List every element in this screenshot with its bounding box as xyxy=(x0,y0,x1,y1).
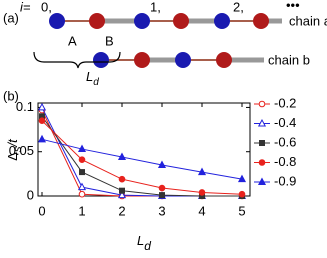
series-line xyxy=(41,115,242,197)
legend-marker xyxy=(257,177,267,185)
y-tick-label: 0 xyxy=(27,187,34,202)
data-point xyxy=(159,192,165,199)
data-point xyxy=(38,117,46,125)
brace xyxy=(33,51,121,69)
series-line xyxy=(41,107,242,197)
x-axis-label: Ld xyxy=(137,233,151,253)
data-point xyxy=(117,190,127,199)
series-line xyxy=(41,120,243,195)
chain-label: chain a xyxy=(289,13,327,28)
x-tick-label: 2 xyxy=(118,203,125,218)
y-tick-label: 0.05 xyxy=(9,143,34,158)
cell-index: 2, xyxy=(233,0,244,14)
data-point xyxy=(37,102,47,111)
site-a xyxy=(175,52,191,68)
site-a xyxy=(214,13,230,29)
index-label: i= xyxy=(20,0,31,14)
data-point xyxy=(117,152,127,161)
data-point xyxy=(79,169,85,176)
x-tick-label: 1 xyxy=(78,203,85,218)
x-tick-label: 3 xyxy=(158,203,165,218)
data-point xyxy=(238,190,246,198)
site-label: B xyxy=(105,33,114,48)
data-point xyxy=(78,190,86,198)
chain-label: chain b xyxy=(268,52,310,67)
legend-label: -0.9 xyxy=(274,173,296,188)
chart: (b) Ld Δs/t 0 1 2 3 4 5 0 0.05 0.1 -0.2 -0.4 -0.6 -0… xyxy=(3,88,296,253)
ellipsis: ••• xyxy=(286,0,300,12)
data-point xyxy=(197,167,207,176)
data-point xyxy=(37,134,47,143)
data-point xyxy=(77,144,87,153)
site-b xyxy=(89,13,105,29)
x-tick-label: 0 xyxy=(38,203,45,218)
cell-index: 1, xyxy=(150,0,161,14)
panel-label: (a) xyxy=(3,10,19,25)
data-point xyxy=(118,175,126,183)
legend-marker xyxy=(259,140,265,146)
legend-label: -0.4 xyxy=(274,115,296,130)
plot-frame xyxy=(37,102,251,197)
x-tick-label: 4 xyxy=(198,203,205,218)
panel-label: (b) xyxy=(3,88,19,103)
data-point xyxy=(158,184,166,192)
length-label: Ld xyxy=(86,69,99,87)
site-a xyxy=(134,13,150,29)
y-tick-label: 0.1 xyxy=(16,99,34,114)
data-point xyxy=(198,189,206,196)
series-line xyxy=(41,138,243,180)
site-b xyxy=(134,52,150,68)
site-b xyxy=(173,13,189,29)
legend-label: -0.6 xyxy=(274,134,296,149)
legend-marker xyxy=(258,159,266,166)
site-a xyxy=(49,13,65,29)
diagram: (a) i= 0, 1, 2, ••• chain a A B chain b xyxy=(3,0,327,88)
data-point xyxy=(78,156,86,163)
data-point xyxy=(77,182,87,191)
x-tick-label: 5 xyxy=(238,203,245,218)
site-a xyxy=(93,52,109,68)
y-axis-label: Δs/t xyxy=(5,138,23,161)
data-point xyxy=(157,160,167,168)
legend-marker xyxy=(257,118,267,127)
data-point xyxy=(119,187,125,194)
legend-label: -0.2 xyxy=(274,95,296,110)
data-point xyxy=(237,174,247,183)
site-label: A xyxy=(68,33,77,48)
site-b xyxy=(216,52,232,68)
site-b xyxy=(253,13,269,29)
legend-marker xyxy=(258,100,266,108)
cell-index: 0, xyxy=(41,0,52,14)
legend-label: -0.8 xyxy=(274,154,296,169)
